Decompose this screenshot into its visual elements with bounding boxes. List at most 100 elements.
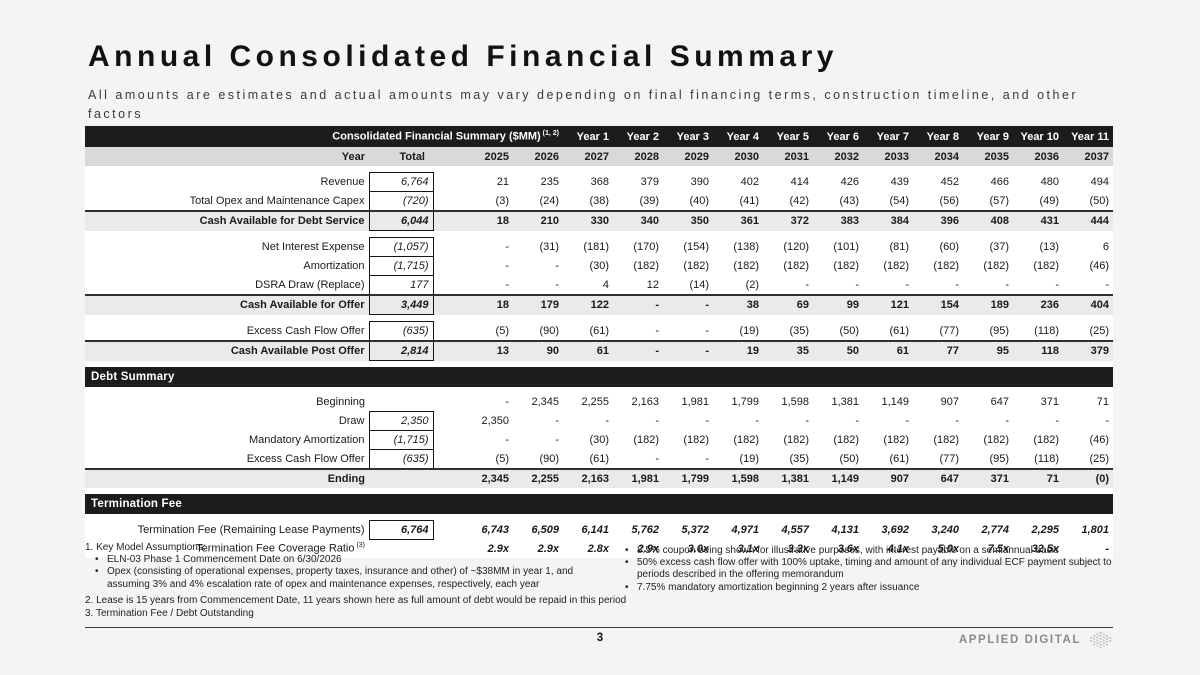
cell-value: 3.1x: [737, 542, 760, 555]
year-cell: 2031: [763, 147, 814, 166]
cell-value: 2,295: [1031, 524, 1060, 536]
row-total: (1,715): [368, 256, 434, 276]
footnote-title: 1. Key Model Assumptions:: [85, 542, 206, 553]
cell-value: 379: [1063, 340, 1114, 361]
cell-value: 444: [1063, 210, 1114, 231]
year-cell: 2028: [613, 147, 664, 166]
cell-value: 2.9x: [487, 542, 509, 555]
footnote-bullet: • 50% excess cash flow offer with 100% up…: [615, 557, 1113, 581]
cell-value: (40): [689, 194, 710, 207]
cell-value: 13: [463, 340, 513, 361]
cell-value: 1,598: [713, 468, 764, 488]
year-cell: 2027: [563, 147, 614, 166]
cell-value: (19): [739, 452, 760, 465]
row-total: (720): [368, 191, 434, 212]
cell-value: (39): [639, 194, 660, 207]
cell-value: -: [1105, 278, 1110, 291]
cell-value: 426: [840, 176, 860, 188]
cell-value: (182): [1033, 434, 1060, 446]
cell-value: -: [855, 415, 860, 427]
cell-value: -: [555, 260, 560, 272]
cell-value: 480: [1040, 176, 1060, 188]
cell-value: 4,557: [781, 524, 810, 536]
spacer-row: [85, 230, 1114, 238]
cell-value: 5.0x: [937, 542, 960, 555]
year-header: Year 10: [1013, 126, 1064, 147]
cell-value: (182): [633, 434, 660, 446]
page-subtitle: All amounts are estimates and actual amo…: [88, 88, 1079, 122]
table-row: Termination Fee Coverage Ratio (3) 2.9x 2.…: [85, 540, 1113, 559]
row-total: 2,814: [368, 340, 434, 361]
row-total: 6,764: [368, 520, 434, 540]
row-total: 6,764: [368, 172, 434, 192]
cell-value: (120): [783, 241, 810, 253]
cell-value: -: [1005, 278, 1010, 291]
cell-value: 154: [913, 294, 964, 315]
footnote-bullet: • ELN-03 Phase 1 Commencement Date on 6/3…: [85, 554, 615, 566]
year-cell: 2030: [713, 147, 764, 166]
row-label: Termination Fee (Remaining Lease Payment…: [137, 524, 365, 536]
cell-value: 61: [563, 340, 614, 361]
spacer-row: [85, 360, 1114, 367]
years-row: Year Total 2025 2026 2027 2028 2029 2030 2031 203…: [85, 147, 1114, 166]
cell-value: 1,801: [1081, 524, 1110, 536]
row-label: Net Interest Expense: [261, 241, 365, 253]
cell-value: 2,350: [481, 415, 509, 427]
cell-value: (60): [939, 241, 960, 253]
bullet-glyph: •: [625, 545, 629, 556]
cell-value: 32.5x: [1031, 542, 1060, 555]
cell-value: -: [955, 415, 960, 427]
cell-value: (182): [733, 434, 760, 446]
cell-value: -: [705, 415, 710, 427]
cell-value: 383: [813, 210, 864, 231]
cell-value: -: [605, 415, 610, 427]
cell-value: 371: [963, 468, 1014, 488]
cell-value: (90): [539, 324, 560, 337]
table-row: Net Interest Expense (1,057) - (31) (181) (17…: [85, 237, 1113, 257]
footnote-bullet: • 8.5% coupon being shown for illustrativ…: [615, 545, 1113, 557]
cell-value: 2.8x: [587, 542, 610, 555]
cell-value: 121: [863, 294, 914, 315]
cell-value: -: [955, 278, 960, 291]
row-label: Draw: [338, 415, 365, 427]
cell-value: 414: [790, 176, 810, 188]
row-label: Cash Available Post Offer: [85, 340, 369, 361]
cell-value: (101): [833, 241, 860, 253]
cell-value: (182): [883, 260, 910, 272]
cell-value: 647: [990, 396, 1010, 409]
cell-value: 210: [513, 210, 564, 231]
cell-value: (41): [739, 194, 760, 207]
year-cell: 2029: [663, 147, 714, 166]
spacer-cell: [433, 276, 463, 296]
cell-value: 38: [713, 294, 764, 315]
year-header: Year 2: [613, 126, 664, 147]
cell-value: (170): [633, 241, 660, 253]
row-total: (1,715): [368, 430, 434, 450]
cell-value: 2,163: [563, 468, 614, 488]
table-row: Revenue 6,764 21 235 368 379 390 402 414 426 439 45…: [85, 172, 1113, 192]
section-bar-label: Termination Fee: [85, 494, 1114, 514]
cell-value: 907: [863, 468, 914, 488]
cell-value: (182): [683, 260, 710, 272]
year-col-label: Year: [85, 147, 369, 166]
cell-value: 50: [813, 340, 864, 361]
table-row: Draw 2,350 2,350- - - - - - - - - - - -: [85, 411, 1113, 431]
spacer-row: [85, 166, 1114, 173]
cell-value: (138): [733, 241, 760, 253]
cell-value: 19: [713, 340, 764, 361]
row-label: Total Opex and Maintenance Capex: [189, 194, 365, 207]
cell-value: 368: [590, 176, 610, 188]
cell-value: -: [663, 294, 714, 315]
cell-value: 2,255: [581, 396, 610, 409]
applied-digital-logo-icon: [1090, 632, 1112, 648]
cell-value: (13): [1039, 241, 1060, 253]
cell-value: (19): [739, 324, 760, 337]
cell-value: 371: [1040, 396, 1060, 409]
cell-value: 452: [940, 176, 960, 188]
cell-value: -: [555, 434, 560, 446]
cell-value: (30): [589, 434, 610, 446]
financial-summary-table: Consolidated Financial Summary ($MM) (1,…: [85, 126, 1114, 559]
cell-value: (14): [689, 278, 710, 291]
table-row: Beginning - 2,345 2,255 2,163 1,981 1,799 1,598…: [85, 393, 1113, 412]
spacer-cell: [433, 393, 463, 412]
